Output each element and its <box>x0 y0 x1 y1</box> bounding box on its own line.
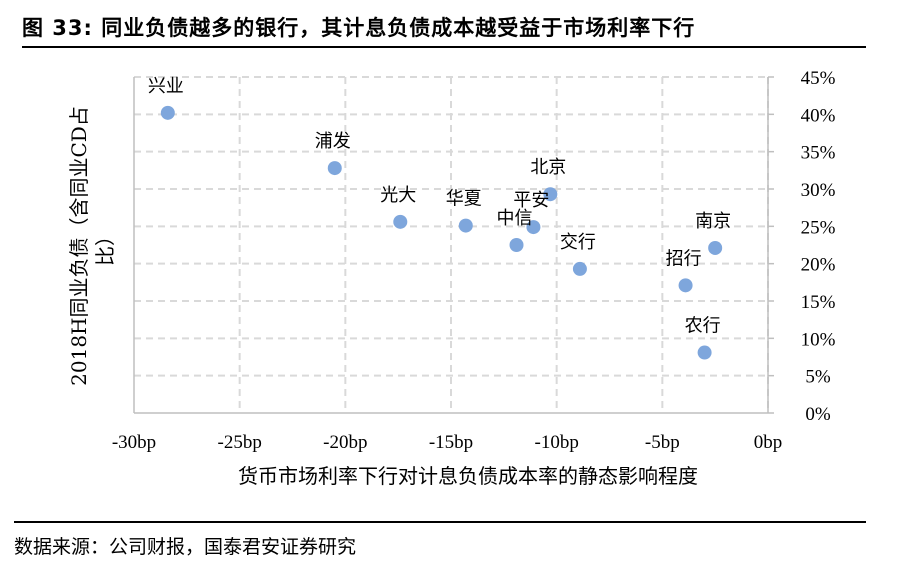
data-point <box>509 238 524 252</box>
y-tick-label: 10% <box>801 329 836 350</box>
figure-title: 图 33: 同业负债越多的银行，其计息负债成本越受益于市场利率下行 <box>22 16 696 40</box>
source-note: 数据来源：公司财报，国泰君安证券研究 <box>14 536 357 558</box>
y-tick-label: 15% <box>801 292 836 313</box>
x-tick-label: -15bp <box>429 432 473 453</box>
x-tick-label: -5bp <box>645 432 680 453</box>
scatter-chart: 0% 5% 10% 15% 20% 25% 30% 35% 40% 45% -30bp -25bp -2… <box>67 68 836 488</box>
x-tick-label: -20bp <box>323 432 367 453</box>
data-point <box>393 214 408 229</box>
data-point <box>458 218 473 233</box>
y-tick-label: 5% <box>805 367 831 388</box>
y-axis-title-line2: 比） <box>93 226 117 266</box>
data-point-label: 平安 <box>513 190 549 211</box>
data-point-label: 中信 <box>497 208 533 229</box>
axes <box>133 76 774 414</box>
x-tick-label: -30bp <box>112 432 156 453</box>
y-axis-title-line1: 2018H同业负债（含同业CD占 <box>67 106 91 386</box>
grid <box>134 76 769 413</box>
data-point <box>160 105 175 120</box>
data-point <box>327 161 342 176</box>
tick-labels: 0% 5% 10% 15% 20% 25% 30% 35% 40% 45% -30bp -25bp -2… <box>112 68 836 453</box>
data-points <box>160 105 723 360</box>
data-point <box>572 261 587 276</box>
data-point <box>697 345 712 360</box>
data-point-label: 招行 <box>666 248 702 269</box>
data-point-label: 兴业 <box>148 76 184 97</box>
data-point-label: 北京 <box>530 157 566 178</box>
y-tick-label: 0% <box>805 404 831 425</box>
data-point <box>526 220 541 235</box>
title-rule <box>22 46 866 48</box>
x-tick-label: 0bp <box>754 432 783 453</box>
y-tick-label: 40% <box>801 105 836 126</box>
data-point-label: 交行 <box>560 232 596 253</box>
data-point-label: 浦发 <box>315 131 351 152</box>
x-tick-label: -10bp <box>535 432 579 453</box>
data-point-label: 南京 <box>695 211 731 232</box>
x-tick-label: -25bp <box>218 432 262 453</box>
footer-rule <box>14 521 866 523</box>
x-axis-title: 货币市场利率下行对计息负债成本率的静态影响程度 <box>238 464 698 488</box>
y-tick-label: 35% <box>801 143 836 164</box>
y-tick-label: 30% <box>801 180 836 201</box>
y-tick-label: 20% <box>801 255 836 276</box>
y-tick-label: 45% <box>801 68 836 89</box>
y-axis-title: 2018H同业负债（含同业CD占 比） <box>67 106 117 386</box>
data-point-label: 光大 <box>380 185 416 206</box>
data-point-label: 华夏 <box>446 189 482 210</box>
data-point <box>708 240 723 255</box>
y-tick-label: 25% <box>801 217 836 238</box>
data-point <box>678 278 693 293</box>
data-point <box>543 187 558 202</box>
data-point-label: 农行 <box>685 316 721 337</box>
